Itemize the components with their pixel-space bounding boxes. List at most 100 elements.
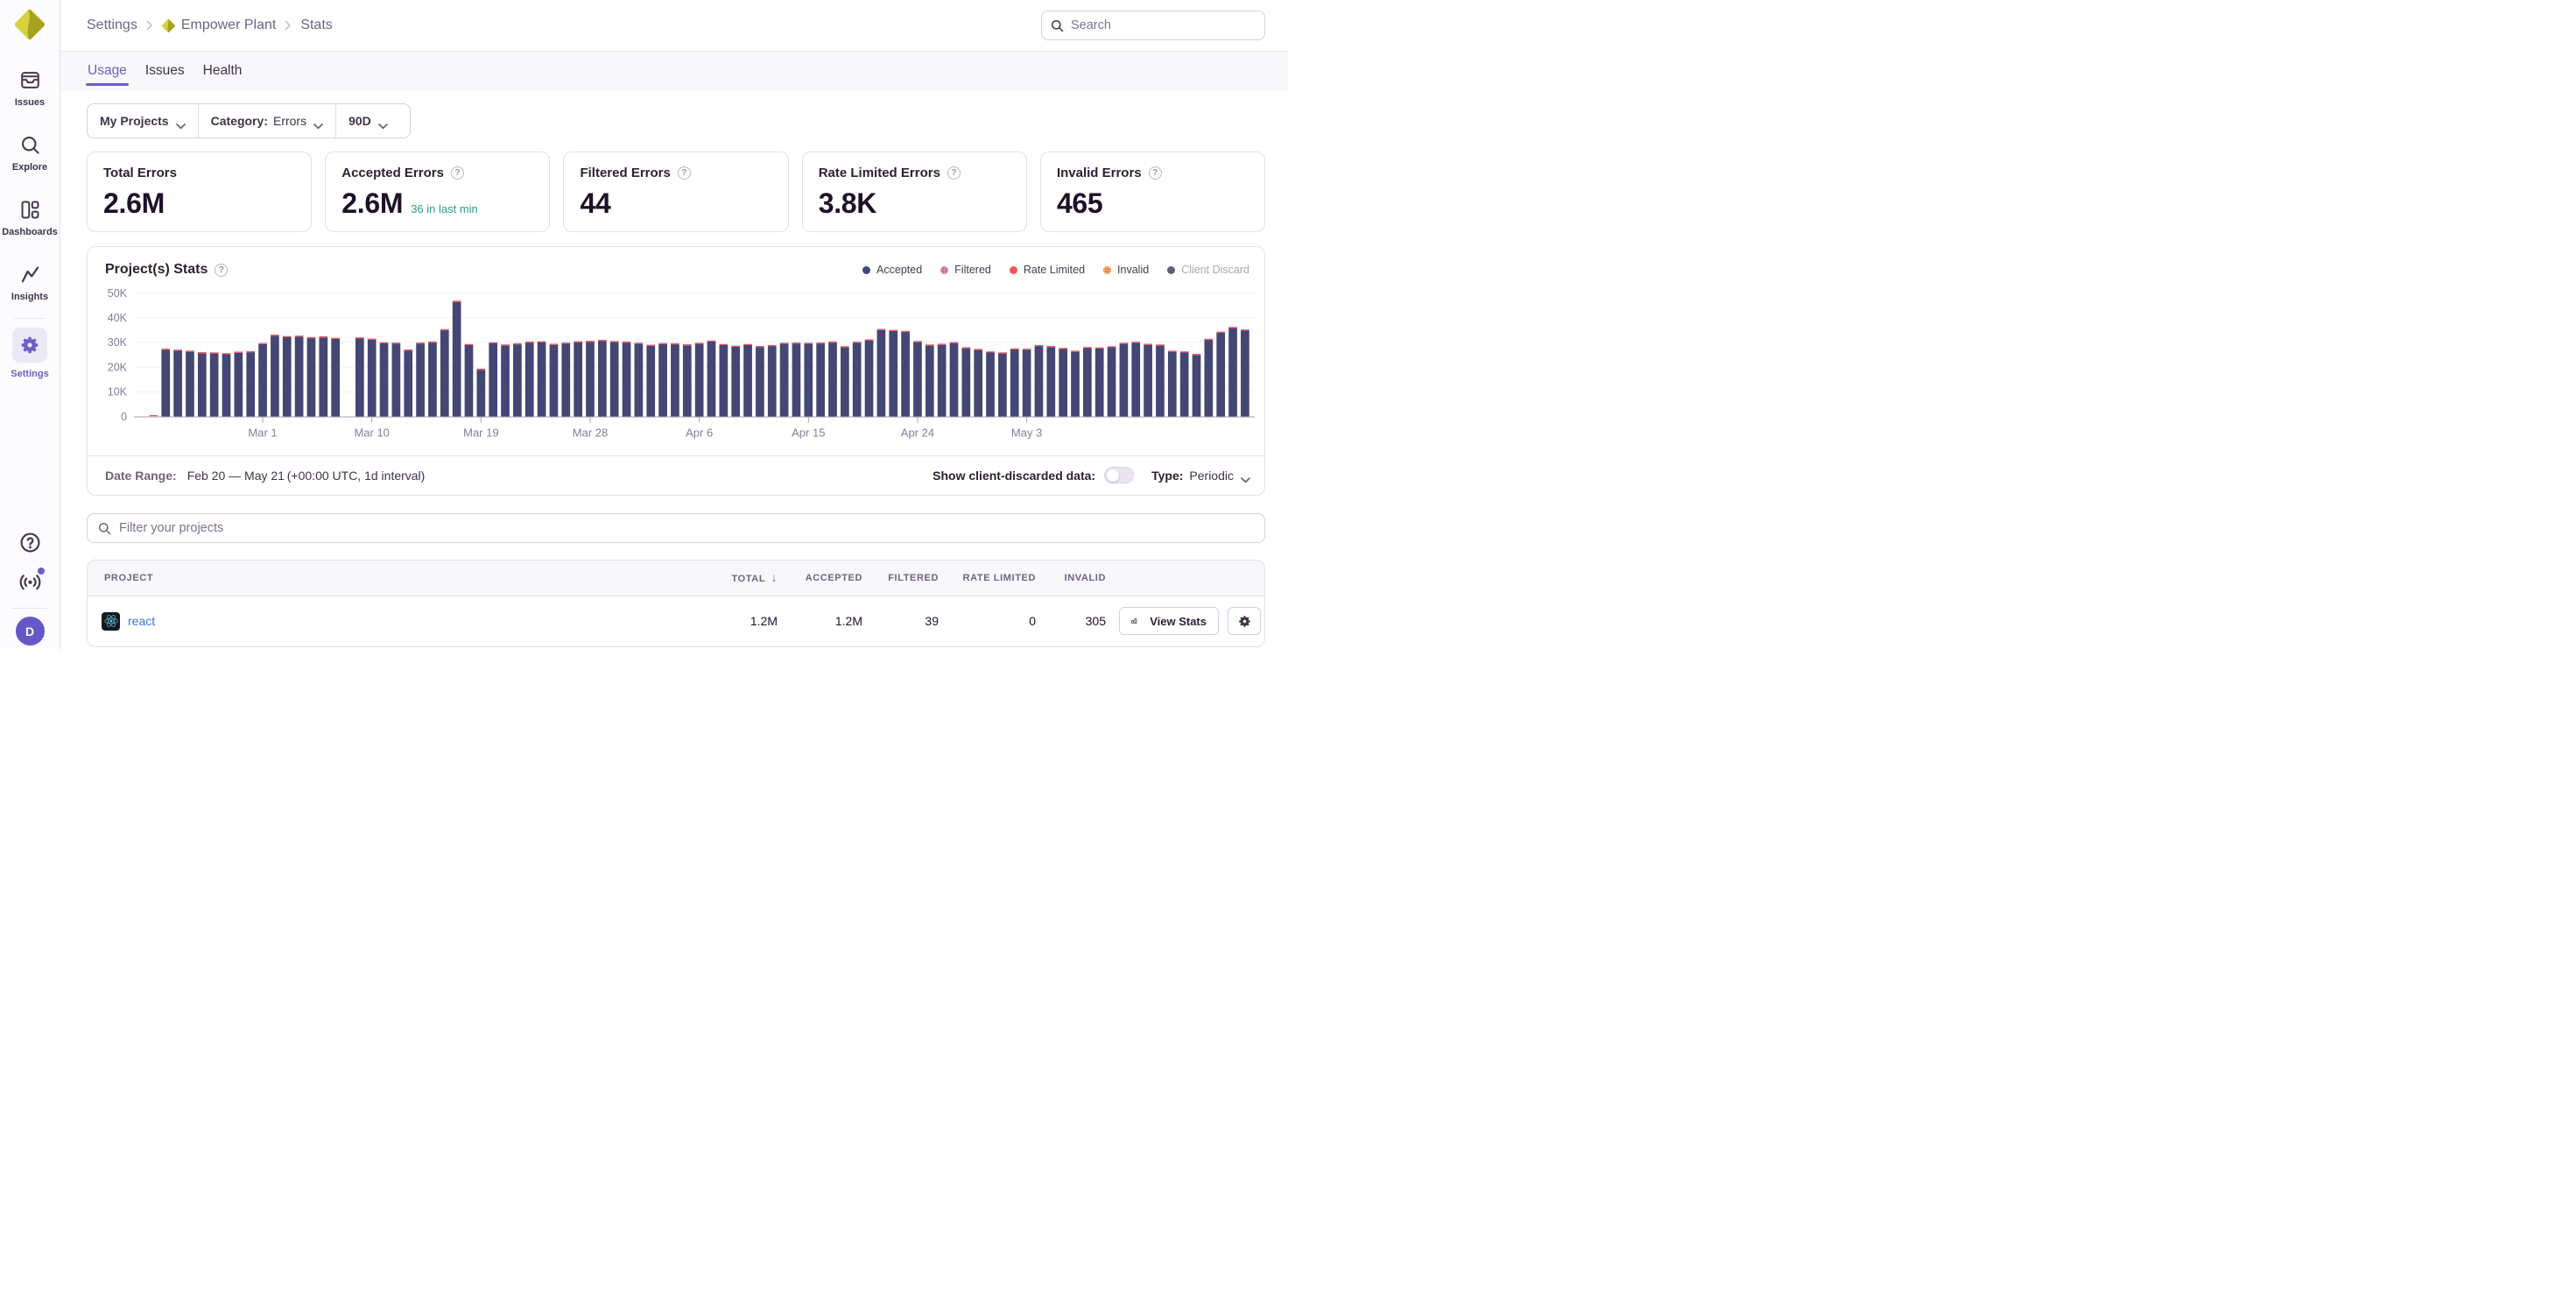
- breadcrumb-org[interactable]: Empower Plant: [161, 18, 276, 33]
- chart-title: Project(s) Stats ?: [105, 262, 229, 278]
- chart-footer: Date Range: Feb 20 — May 21 (+00:00 UTC,…: [88, 455, 1264, 495]
- legend-label: Rate Limited: [1023, 264, 1086, 276]
- project-filter: [87, 513, 1265, 543]
- chevron-right-icon: [285, 20, 292, 31]
- cell-filtered: 39: [925, 614, 939, 629]
- page-filter-bar: My Projects Category: Errors 90D: [87, 103, 411, 138]
- score-card-total-errors: Total Errors 2.6M: [87, 151, 313, 232]
- issues-icon: [19, 69, 41, 91]
- react-logo-icon: [102, 611, 120, 631]
- tab-issues[interactable]: Issues: [144, 63, 185, 79]
- sidebar-item-label: Dashboards: [2, 227, 58, 237]
- main-area: Settings Empower Plant Stats Usage Issues…: [60, 0, 1288, 649]
- tab-usage[interactable]: Usage: [86, 52, 129, 91]
- sidebar: Issues Explore Dashboards Insights Settings …: [0, 0, 60, 649]
- column-header-invalid[interactable]: INVALID: [1064, 572, 1106, 583]
- tab-bar: Usage Issues Health: [60, 51, 1288, 91]
- breadcrumb-settings[interactable]: Settings: [87, 18, 137, 32]
- content: My Projects Category: Errors 90D Total E…: [60, 91, 1288, 647]
- legend-dot-icon: [940, 265, 949, 274]
- category-selector[interactable]: Category: Errors: [197, 104, 335, 138]
- bar-chart: 0 10K 20K 30K 40K 50K Mar 1 Mar 10 Mar 19 Mar 28 A…: [108, 287, 1255, 440]
- help-icon[interactable]: [18, 531, 42, 554]
- column-header-rate-limited[interactable]: RATE LIMITED: [962, 572, 1036, 583]
- svg-text:Apr 15: Apr 15: [792, 427, 825, 440]
- legend-client-discard[interactable]: Client Discard: [1167, 264, 1249, 276]
- date-range-selector[interactable]: 90D: [335, 104, 400, 138]
- project-link[interactable]: react: [128, 614, 156, 629]
- legend-label: Accepted: [876, 264, 923, 276]
- sidebar-item-dashboards[interactable]: Dashboards: [0, 199, 60, 237]
- bar-chart-icon: [1131, 615, 1144, 627]
- column-header-total[interactable]: TOTAL ↓: [731, 571, 778, 585]
- svg-text:May 3: May 3: [1011, 427, 1042, 440]
- svg-text:Apr 24: Apr 24: [901, 427, 934, 440]
- chevron-down-icon: [313, 118, 323, 129]
- table-row-react: react 1.2M 1.2M 39 0 305 View Stats: [88, 596, 1264, 646]
- type-selector[interactable]: Periodic: [1189, 469, 1250, 483]
- help-circle-icon[interactable]: ?: [677, 166, 691, 180]
- sidebar-item-label: Explore: [11, 162, 48, 173]
- sidebar-bottom-divider: [12, 608, 47, 609]
- project-selector[interactable]: My Projects: [88, 104, 198, 138]
- sidebar-nav: Issues Explore Dashboards Insights Settings: [0, 69, 60, 406]
- score-cards: Total Errors 2.6M Accepted Errors? 2.6M 36 i…: [87, 151, 1265, 232]
- table-body: react 1.2M 1.2M 39 0 305 View Stats: [88, 596, 1264, 646]
- search-icon: [98, 522, 111, 535]
- topbar: Settings Empower Plant Stats: [60, 0, 1288, 51]
- column-header-project[interactable]: PROJECT: [104, 572, 154, 583]
- card-value: 465: [1056, 187, 1103, 219]
- breadcrumb-stats[interactable]: Stats: [300, 18, 333, 32]
- cell-rate-limited: 0: [1029, 614, 1036, 629]
- search-input[interactable]: [1071, 18, 1256, 32]
- sidebar-item-explore[interactable]: Explore: [0, 134, 60, 173]
- cell-total: 1.2M: [750, 614, 778, 629]
- card-value: 2.6M: [341, 187, 404, 219]
- project-stats-panel: Project(s) Stats ? Accepted Filtered Rate …: [87, 246, 1265, 496]
- project-filter-input[interactable]: [119, 521, 1254, 535]
- column-header-filtered[interactable]: FILTERED: [888, 572, 939, 583]
- client-discard-toggle[interactable]: [1104, 467, 1135, 484]
- help-circle-icon[interactable]: ?: [947, 166, 961, 180]
- svg-text:Apr 6: Apr 6: [686, 427, 713, 440]
- project-settings-button[interactable]: [1228, 607, 1261, 636]
- sort-desc-icon: ↓: [771, 571, 778, 585]
- svg-text:20K: 20K: [108, 361, 128, 373]
- chart-legend: Accepted Filtered Rate Limited Invalid Clien…: [844, 264, 1249, 276]
- view-stats-button[interactable]: View Stats: [1119, 607, 1219, 636]
- user-avatar[interactable]: D: [15, 617, 45, 645]
- svg-text:0: 0: [121, 411, 127, 423]
- help-circle-icon[interactable]: ?: [450, 166, 464, 180]
- notification-badge: [37, 568, 45, 575]
- legend-dot-icon: [1103, 265, 1112, 274]
- broadcast-icon[interactable]: [18, 568, 45, 593]
- sentry-org-logo-icon[interactable]: [14, 9, 46, 40]
- global-search: [1041, 11, 1265, 40]
- sidebar-item-settings[interactable]: Settings: [0, 328, 60, 379]
- sidebar-item-issues[interactable]: Issues: [0, 69, 60, 108]
- chevron-down-icon: [175, 118, 186, 129]
- help-circle-icon[interactable]: ?: [1148, 166, 1162, 180]
- search-icon: [1051, 19, 1064, 32]
- svg-text:50K: 50K: [108, 287, 128, 300]
- legend-label: Invalid: [1117, 264, 1150, 276]
- breadcrumb: Settings Empower Plant Stats: [87, 18, 333, 33]
- legend-rate-limited[interactable]: Rate Limited: [1009, 264, 1086, 276]
- legend-dot-icon: [1167, 265, 1176, 274]
- column-header-accepted[interactable]: ACCEPTED: [805, 572, 862, 583]
- cell-invalid: 305: [1085, 614, 1106, 629]
- sidebar-item-insights[interactable]: Insights: [0, 264, 60, 302]
- legend-dot-icon: [1009, 265, 1017, 274]
- dashboards-icon: [19, 199, 41, 221]
- svg-text:Mar 10: Mar 10: [354, 427, 389, 440]
- legend-accepted[interactable]: Accepted: [862, 264, 922, 276]
- tab-health[interactable]: Health: [202, 63, 243, 79]
- svg-text:Mar 28: Mar 28: [573, 427, 608, 440]
- legend-filtered[interactable]: Filtered: [940, 264, 991, 276]
- legend-invalid[interactable]: Invalid: [1103, 264, 1149, 276]
- card-title: Accepted Errors?: [341, 166, 533, 180]
- card-trend: 36 in last min: [411, 201, 478, 215]
- sidebar-divider: [14, 318, 46, 319]
- score-card-rate-limited-errors: Rate Limited Errors? 3.8K: [801, 151, 1027, 232]
- help-circle-icon[interactable]: ?: [215, 263, 229, 277]
